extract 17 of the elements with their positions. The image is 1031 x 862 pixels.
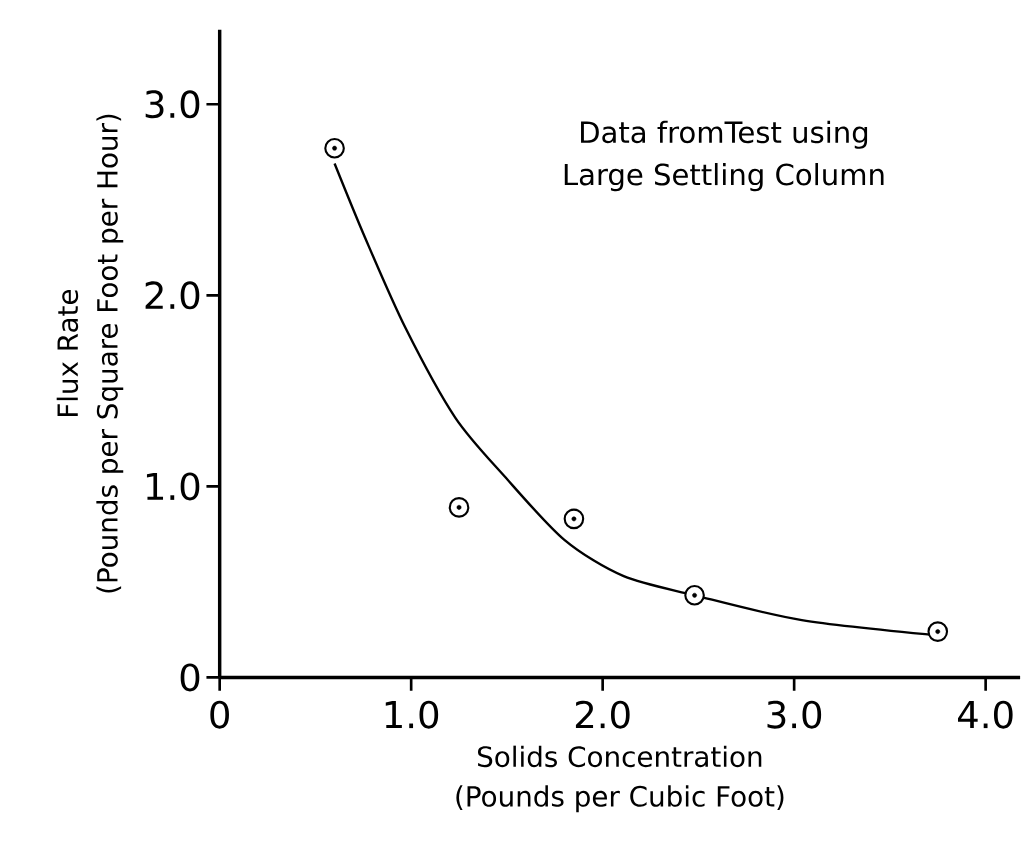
x-tick-label: 2.0: [575, 700, 630, 729]
x-tick-label: 0: [210, 700, 229, 729]
point: [448, 497, 470, 518]
point: [324, 137, 345, 159]
y-tick-label: 3.0: [145, 90, 200, 119]
point: [563, 508, 585, 530]
x-tick-label: 3.0: [767, 700, 822, 729]
x-tick-label: 1.0: [385, 700, 439, 729]
y-axis-title: Flux Rate (Pounds per Square Foot per Hour): [56, 114, 124, 593]
annotation: Data fromTest using Large Settling Column: [564, 120, 884, 192]
x-axis-title: Solids Concentration (Pounds per Cubic Foot): [456, 745, 784, 813]
x-tick-label: 4.0: [958, 700, 1013, 729]
y-tick-label: 1.0: [146, 472, 200, 501]
point: [927, 621, 949, 642]
point: [684, 585, 705, 606]
y-tick-label: 0: [180, 663, 200, 692]
y-tick-label: 2.0: [145, 281, 200, 310]
